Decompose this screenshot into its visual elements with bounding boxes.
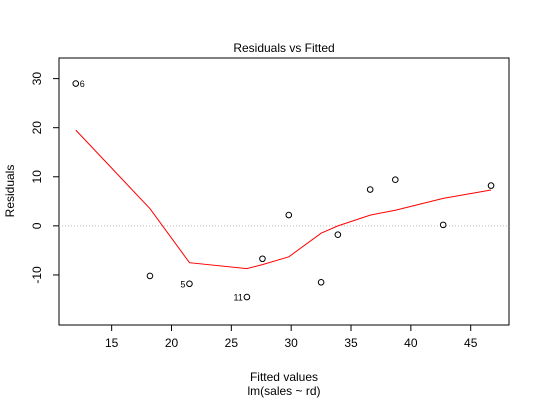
point-labels: 6 5 11 bbox=[80, 79, 243, 303]
x-tick-label: 30 bbox=[285, 336, 299, 350]
y-axis-label: Residuals bbox=[3, 165, 17, 218]
y-tick-label: 30 bbox=[30, 72, 44, 86]
x-axis-label: Fitted values bbox=[250, 370, 318, 384]
residual-point bbox=[366, 186, 374, 193]
x-tick-label: 15 bbox=[105, 336, 119, 350]
residual-point bbox=[146, 272, 154, 280]
x-tick-label: 35 bbox=[344, 336, 358, 350]
point-label: 6 bbox=[80, 79, 85, 89]
smoother-line bbox=[75, 129, 492, 270]
y-tick-label: 0 bbox=[30, 222, 44, 229]
residual-point bbox=[439, 221, 447, 229]
residual-points bbox=[72, 80, 495, 301]
x-axis: 15 20 25 30 35 40 45 bbox=[105, 324, 478, 350]
point-label: 11 bbox=[234, 293, 243, 303]
y-tick-label: -10 bbox=[30, 266, 44, 284]
residual-point bbox=[392, 176, 399, 184]
residual-point bbox=[334, 231, 342, 238]
x-axis-sublabel: lm(sales ~ rd) bbox=[247, 384, 320, 398]
y-axis: -10 0 10 20 30 bbox=[30, 72, 59, 284]
x-tick-label: 40 bbox=[404, 336, 418, 350]
residual-point bbox=[285, 211, 293, 219]
residual-point bbox=[487, 182, 495, 189]
residual-point bbox=[72, 80, 80, 87]
x-tick-label: 45 bbox=[464, 336, 478, 350]
residual-point bbox=[186, 280, 193, 288]
y-tick-label: 10 bbox=[30, 170, 44, 184]
point-label: 5 bbox=[180, 279, 185, 289]
chart-title: Residuals vs Fitted bbox=[233, 41, 334, 55]
x-tick-label: 20 bbox=[165, 336, 179, 350]
residual-point bbox=[317, 278, 325, 286]
plot-frame bbox=[58, 57, 510, 326]
x-tick-label: 25 bbox=[225, 336, 239, 350]
residual-point bbox=[259, 255, 266, 263]
residual-point bbox=[243, 293, 251, 301]
y-tick-label: 20 bbox=[30, 121, 44, 135]
